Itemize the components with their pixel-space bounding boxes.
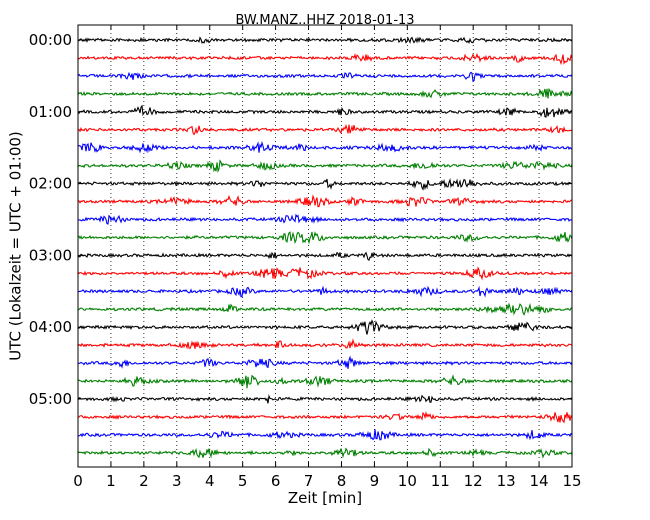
x-tick-label: 13	[497, 472, 516, 490]
chart-title: BW.MANZ..HHZ 2018-01-13	[235, 13, 414, 28]
vertical-gridlines	[110, 25, 540, 467]
x-tick-label: 1	[106, 472, 116, 490]
x-tick-label: 11	[431, 472, 450, 490]
trace-line	[77, 338, 573, 350]
trace-line	[77, 285, 573, 298]
seismic-traces	[77, 36, 573, 459]
trace-line	[77, 194, 573, 208]
trace-line	[77, 178, 573, 191]
x-tick-label: 7	[304, 472, 314, 490]
trace-line	[77, 266, 573, 281]
y-axis-label: UTC (Lokalzeit = UTC + 01:00)	[7, 131, 25, 361]
trace-line	[77, 374, 573, 389]
x-tick-label: 15	[562, 472, 581, 490]
trace-line	[77, 36, 573, 44]
x-tick-label: 4	[205, 472, 215, 490]
trace-line	[77, 213, 573, 225]
x-tick-label: 3	[172, 472, 182, 490]
trace-line	[77, 319, 573, 335]
trace-line	[77, 52, 573, 66]
y-axis-ticks: 00:00 01:00 02:00 03:00 04:00 05:00	[29, 31, 572, 408]
x-axis-ticks: 0 1 2 3 4 5 6 7 8 9 10 11 12 13 14 15	[73, 25, 582, 490]
y-tick-label: 05:00	[29, 390, 72, 408]
trace-line	[77, 140, 573, 154]
trace-line	[77, 87, 573, 99]
x-tick-label: 8	[337, 472, 347, 490]
x-tick-label: 12	[464, 472, 483, 490]
y-tick-label: 02:00	[29, 175, 72, 193]
trace-line	[77, 355, 573, 369]
x-tick-label: 5	[238, 472, 248, 490]
x-tick-label: 0	[73, 472, 83, 490]
x-tick-label: 2	[139, 472, 149, 490]
trace-line	[77, 394, 573, 404]
trace-line	[77, 104, 573, 118]
trace-line	[77, 251, 573, 261]
trace-line	[77, 231, 573, 245]
trace-line	[77, 159, 573, 173]
trace-line	[77, 411, 573, 424]
trace-line	[77, 124, 573, 136]
trace-line	[77, 429, 573, 441]
y-tick-label: 03:00	[29, 246, 72, 264]
x-tick-label: 14	[530, 472, 549, 490]
y-tick-label: 04:00	[29, 318, 72, 336]
x-tick-label: 6	[271, 472, 281, 490]
trace-line	[77, 71, 573, 82]
x-axis-label: Zeit [min]	[288, 489, 362, 507]
y-tick-label: 01:00	[29, 103, 72, 121]
trace-line	[77, 302, 573, 316]
trace-line	[77, 447, 573, 459]
x-tick-label: 9	[370, 472, 380, 490]
plot-frame	[77, 24, 573, 468]
y-tick-label: 00:00	[29, 31, 72, 49]
x-tick-label: 10	[398, 472, 417, 490]
